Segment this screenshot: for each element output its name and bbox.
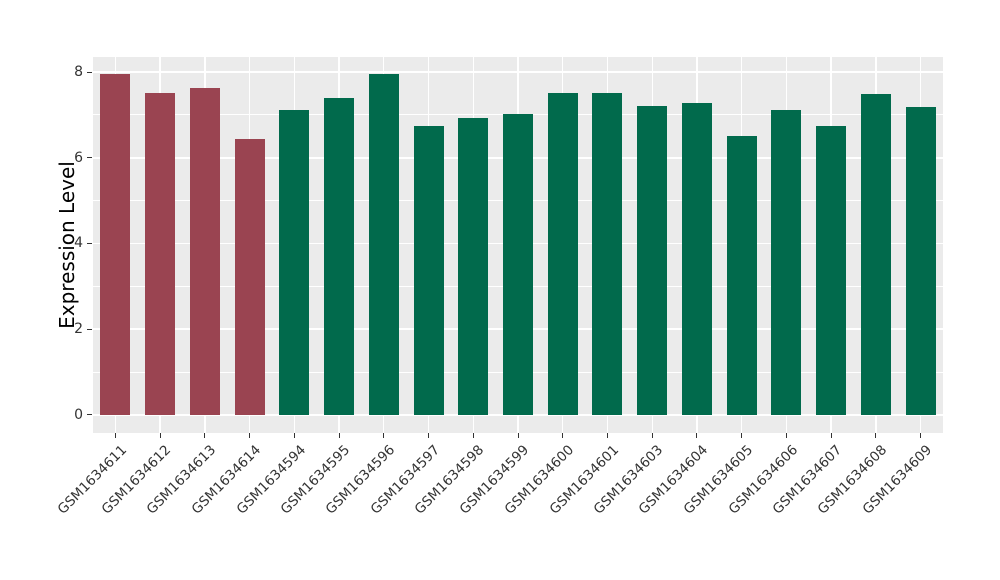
x-tickmark-GSM1634609 <box>920 433 922 438</box>
y-tick-label-8: 8 <box>74 64 83 80</box>
x-tickmark-GSM1634598 <box>472 433 474 438</box>
x-tickmark-GSM1634611 <box>114 433 116 438</box>
x-tickmark-GSM1634608 <box>875 433 877 438</box>
bar-GSM1634596 <box>368 73 399 415</box>
x-tickmark-GSM1634606 <box>785 433 787 438</box>
bar-GSM1634613 <box>189 87 220 415</box>
bar-GSM1634606 <box>771 110 802 415</box>
y-tickmark-2 <box>87 328 92 330</box>
x-tickmark-GSM1634594 <box>293 433 295 438</box>
x-tickmark-GSM1634597 <box>428 433 430 438</box>
bar-GSM1634614 <box>234 138 265 415</box>
bar-GSM1634607 <box>816 125 847 415</box>
x-tickmark-GSM1634607 <box>830 433 832 438</box>
y-tick-label-6: 6 <box>74 149 83 166</box>
x-tickmark-GSM1634601 <box>606 433 608 438</box>
bar-GSM1634600 <box>547 93 578 415</box>
x-tickmark-GSM1634613 <box>204 433 206 438</box>
x-tickmark-GSM1634596 <box>383 433 385 438</box>
y-tick-label-4: 4 <box>74 235 83 252</box>
bar-GSM1634609 <box>905 106 936 415</box>
bar-GSM1634598 <box>458 118 489 415</box>
y-tick-label-0: 0 <box>74 406 83 423</box>
y-tickmark-4 <box>87 242 92 244</box>
bar-GSM1634605 <box>726 135 757 415</box>
bar-GSM1634612 <box>145 93 176 415</box>
bar-GSM1634608 <box>860 93 891 415</box>
bar-GSM1634603 <box>637 105 668 415</box>
x-tickmark-GSM1634614 <box>249 433 251 438</box>
x-tickmark-GSM1634605 <box>741 433 743 438</box>
y-tickmark-0 <box>87 414 92 416</box>
x-tickmark-GSM1634603 <box>651 433 653 438</box>
y-tickmark-6 <box>87 157 92 159</box>
bar-GSM1634597 <box>413 125 444 415</box>
y-tick-label-2: 2 <box>74 321 83 338</box>
bar-GSM1634599 <box>503 113 533 415</box>
x-tickmark-GSM1634599 <box>517 433 519 438</box>
bar-GSM1634601 <box>592 92 623 415</box>
plot-panel <box>93 57 943 433</box>
x-tickmark-GSM1634604 <box>696 433 698 438</box>
bar-GSM1634595 <box>324 98 355 415</box>
x-tickmark-GSM1634612 <box>159 433 161 438</box>
y-tickmark-8 <box>87 71 92 73</box>
bar-GSM1634594 <box>279 110 310 415</box>
x-tickmark-GSM1634595 <box>338 433 340 438</box>
bar-GSM1634604 <box>681 103 712 415</box>
x-tickmark-GSM1634600 <box>562 433 564 438</box>
bar-GSM1634611 <box>100 73 131 415</box>
